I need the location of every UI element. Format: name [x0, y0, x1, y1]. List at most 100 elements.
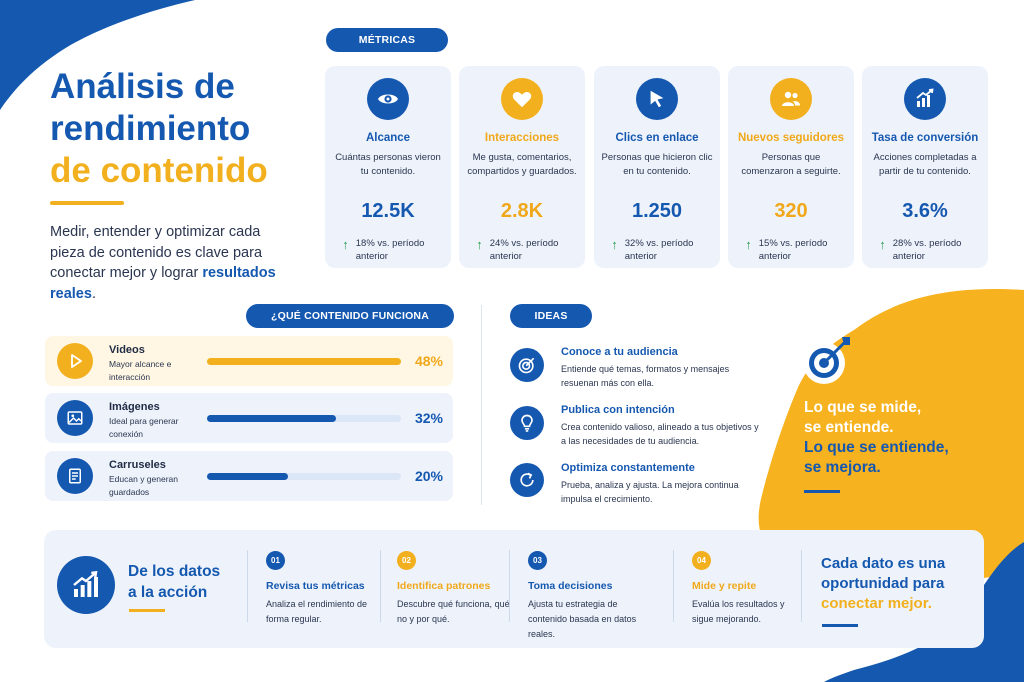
metric-desc: Personas que comenzaron a seguirte.	[741, 152, 841, 177]
content-percent: 20%	[414, 468, 443, 484]
metric-value: 2.8K	[500, 200, 544, 222]
progress-fill	[207, 473, 288, 480]
metric-card-clicks: Clics en enlace Personas que hicieron cl…	[594, 66, 720, 268]
content-desc: Mayor alcance e interacción	[109, 359, 172, 382]
cursor-icon	[636, 78, 678, 120]
page-title: Análisis de rendimiento de contenido	[50, 66, 320, 192]
metric-card-interactions: Interacciones Me gusta, comentarios, com…	[459, 66, 585, 268]
intro-highlight: resultados reales	[50, 265, 276, 302]
content-name: Imágenes	[109, 401, 160, 413]
metric-desc: Acciones completadas a partir de tu cont…	[873, 152, 977, 177]
action-panel	[44, 530, 984, 648]
idea-desc: Crea contenido valioso, alineado a tus o…	[561, 422, 759, 446]
play-icon	[57, 343, 93, 379]
metric-value: 1.250	[631, 200, 683, 222]
step-number: 01	[266, 551, 285, 570]
action-title-line-1: De los datos	[128, 563, 221, 580]
closing-text: Cada dato es una oportunidad para conect…	[821, 554, 981, 614]
step-divider	[509, 550, 510, 622]
progress-track	[207, 473, 401, 480]
step-desc: Analiza el rendimiento de forma regular.	[266, 599, 368, 624]
quote-underline	[804, 490, 840, 493]
metric-title: Clics en enlace	[615, 132, 699, 144]
metric-change: ↑ 28% vs. período anterior	[862, 237, 988, 263]
step-divider	[801, 550, 802, 622]
action-underline	[129, 609, 165, 612]
metric-title: Nuevos seguidores	[737, 132, 845, 144]
users-icon	[770, 78, 812, 120]
content-row-images: Imágenes Ideal para generar conexión 32%	[45, 393, 453, 443]
metric-change: ↑ 15% vs. período anterior	[728, 237, 854, 263]
arrow-up-icon: ↑	[879, 237, 886, 252]
metric-change: ↑ 24% vs. período anterior	[459, 237, 585, 263]
progress-fill	[207, 358, 401, 365]
idea-title: Publica con intención	[561, 404, 675, 416]
quote-line-3: Lo que se entiende,	[804, 439, 949, 456]
metric-desc: Personas que hicieron clic en tu conteni…	[601, 152, 713, 177]
metric-value: 320	[774, 200, 808, 222]
step-1: 01 Revisa tus métricas Analiza el rendim…	[266, 551, 381, 627]
content-row-videos: Videos Mayor alcance e interacción 48%	[45, 336, 453, 386]
step-title: Toma decisiones	[528, 580, 613, 592]
progress-track	[207, 358, 401, 365]
growth-chart-icon	[904, 78, 946, 120]
closing-line-2: oportunidad para	[821, 575, 945, 592]
step-number: 04	[692, 551, 711, 570]
closing-line-3: conectar mejor.	[821, 595, 932, 612]
step-2: 02 Identifica patrones Descubre qué func…	[397, 551, 512, 627]
step-divider	[247, 550, 248, 622]
step-title: Identifica patrones	[397, 580, 491, 592]
intro-end: .	[91, 285, 96, 302]
document-icon	[57, 458, 93, 494]
step-divider	[673, 550, 674, 622]
quote-line-4: se mejora.	[804, 459, 881, 476]
title-underline	[50, 201, 124, 205]
step-number: 02	[397, 551, 416, 570]
progress-fill	[207, 415, 337, 422]
idea-title: Conoce a tu audiencia	[561, 346, 678, 358]
heart-icon	[501, 78, 543, 120]
ideas-header: IDEAS CLAVE	[510, 304, 592, 346]
quote-text: Lo que se mide, se entiende. Lo que se e…	[804, 398, 994, 478]
metric-change-text: 15% vs. período anterior	[758, 238, 828, 262]
step-3: 03 Toma decisiones Ajusta tu estrategia …	[528, 551, 653, 642]
intro-text: Medir, entender y optimizar cada pieza d…	[50, 222, 280, 304]
content-name: Carruseles	[109, 459, 166, 471]
quote-line-2: se entiende.	[804, 419, 894, 436]
eye-icon	[367, 78, 409, 120]
step-4: 04 Mide y repite Evalúa los resultados y…	[692, 551, 792, 627]
metric-title: Tasa de conversión	[871, 132, 979, 144]
idea-desc: Entiende qué temas, formatos y mensajes …	[561, 364, 730, 388]
metric-change-text: 18% vs. período anterior	[355, 238, 425, 262]
idea-title: Optimiza constantemente	[561, 462, 695, 474]
action-title: De los datos a la acción	[128, 561, 220, 603]
content-header: ¿QUÉ CONTENIDO FUNCIONA MEJOR?	[246, 304, 454, 346]
top-left-blue-blob	[0, 0, 195, 110]
quote-line-1: Lo que se mide,	[804, 399, 922, 416]
intro-main-text: Medir, entender y optimizar cada pieza d…	[50, 224, 263, 281]
idea-desc: Prueba, analiza y ajusta. La mejora cont…	[561, 480, 739, 504]
metric-title: Alcance	[365, 132, 411, 144]
section-divider	[481, 305, 482, 505]
step-desc: Evalúa los resultados y sigue mejorando.	[692, 599, 785, 624]
metric-change-text: 32% vs. período anterior	[624, 238, 694, 262]
step-title: Revisa tus métricas	[266, 580, 365, 592]
arrow-up-icon: ↑	[611, 237, 618, 252]
target-icon	[510, 348, 544, 382]
metric-card-conversion: Tasa de conversión Acciones completadas …	[862, 66, 988, 268]
content-desc: Ideal para generar conexión	[109, 416, 179, 439]
step-number: 03	[528, 551, 547, 570]
content-name: Videos	[109, 344, 145, 356]
closing-line-1: Cada dato es una	[821, 555, 946, 572]
lightbulb-icon	[510, 406, 544, 440]
metric-value: 12.5K	[361, 200, 415, 222]
arrow-up-icon: ↑	[745, 237, 752, 252]
content-desc: Educan y generan guardados	[109, 474, 178, 497]
metric-change-text: 28% vs. período anterior	[892, 238, 962, 262]
metric-card-reach: Alcance Cuántas personas vieron tu conte…	[325, 66, 451, 268]
image-icon	[57, 400, 93, 436]
bar-chart-growth-icon	[57, 556, 115, 614]
step-desc: Ajusta tu estrategia de contenido basada…	[528, 599, 637, 639]
progress-track	[207, 415, 401, 422]
metric-desc: Cuántas personas vieron tu contenido.	[335, 152, 441, 177]
